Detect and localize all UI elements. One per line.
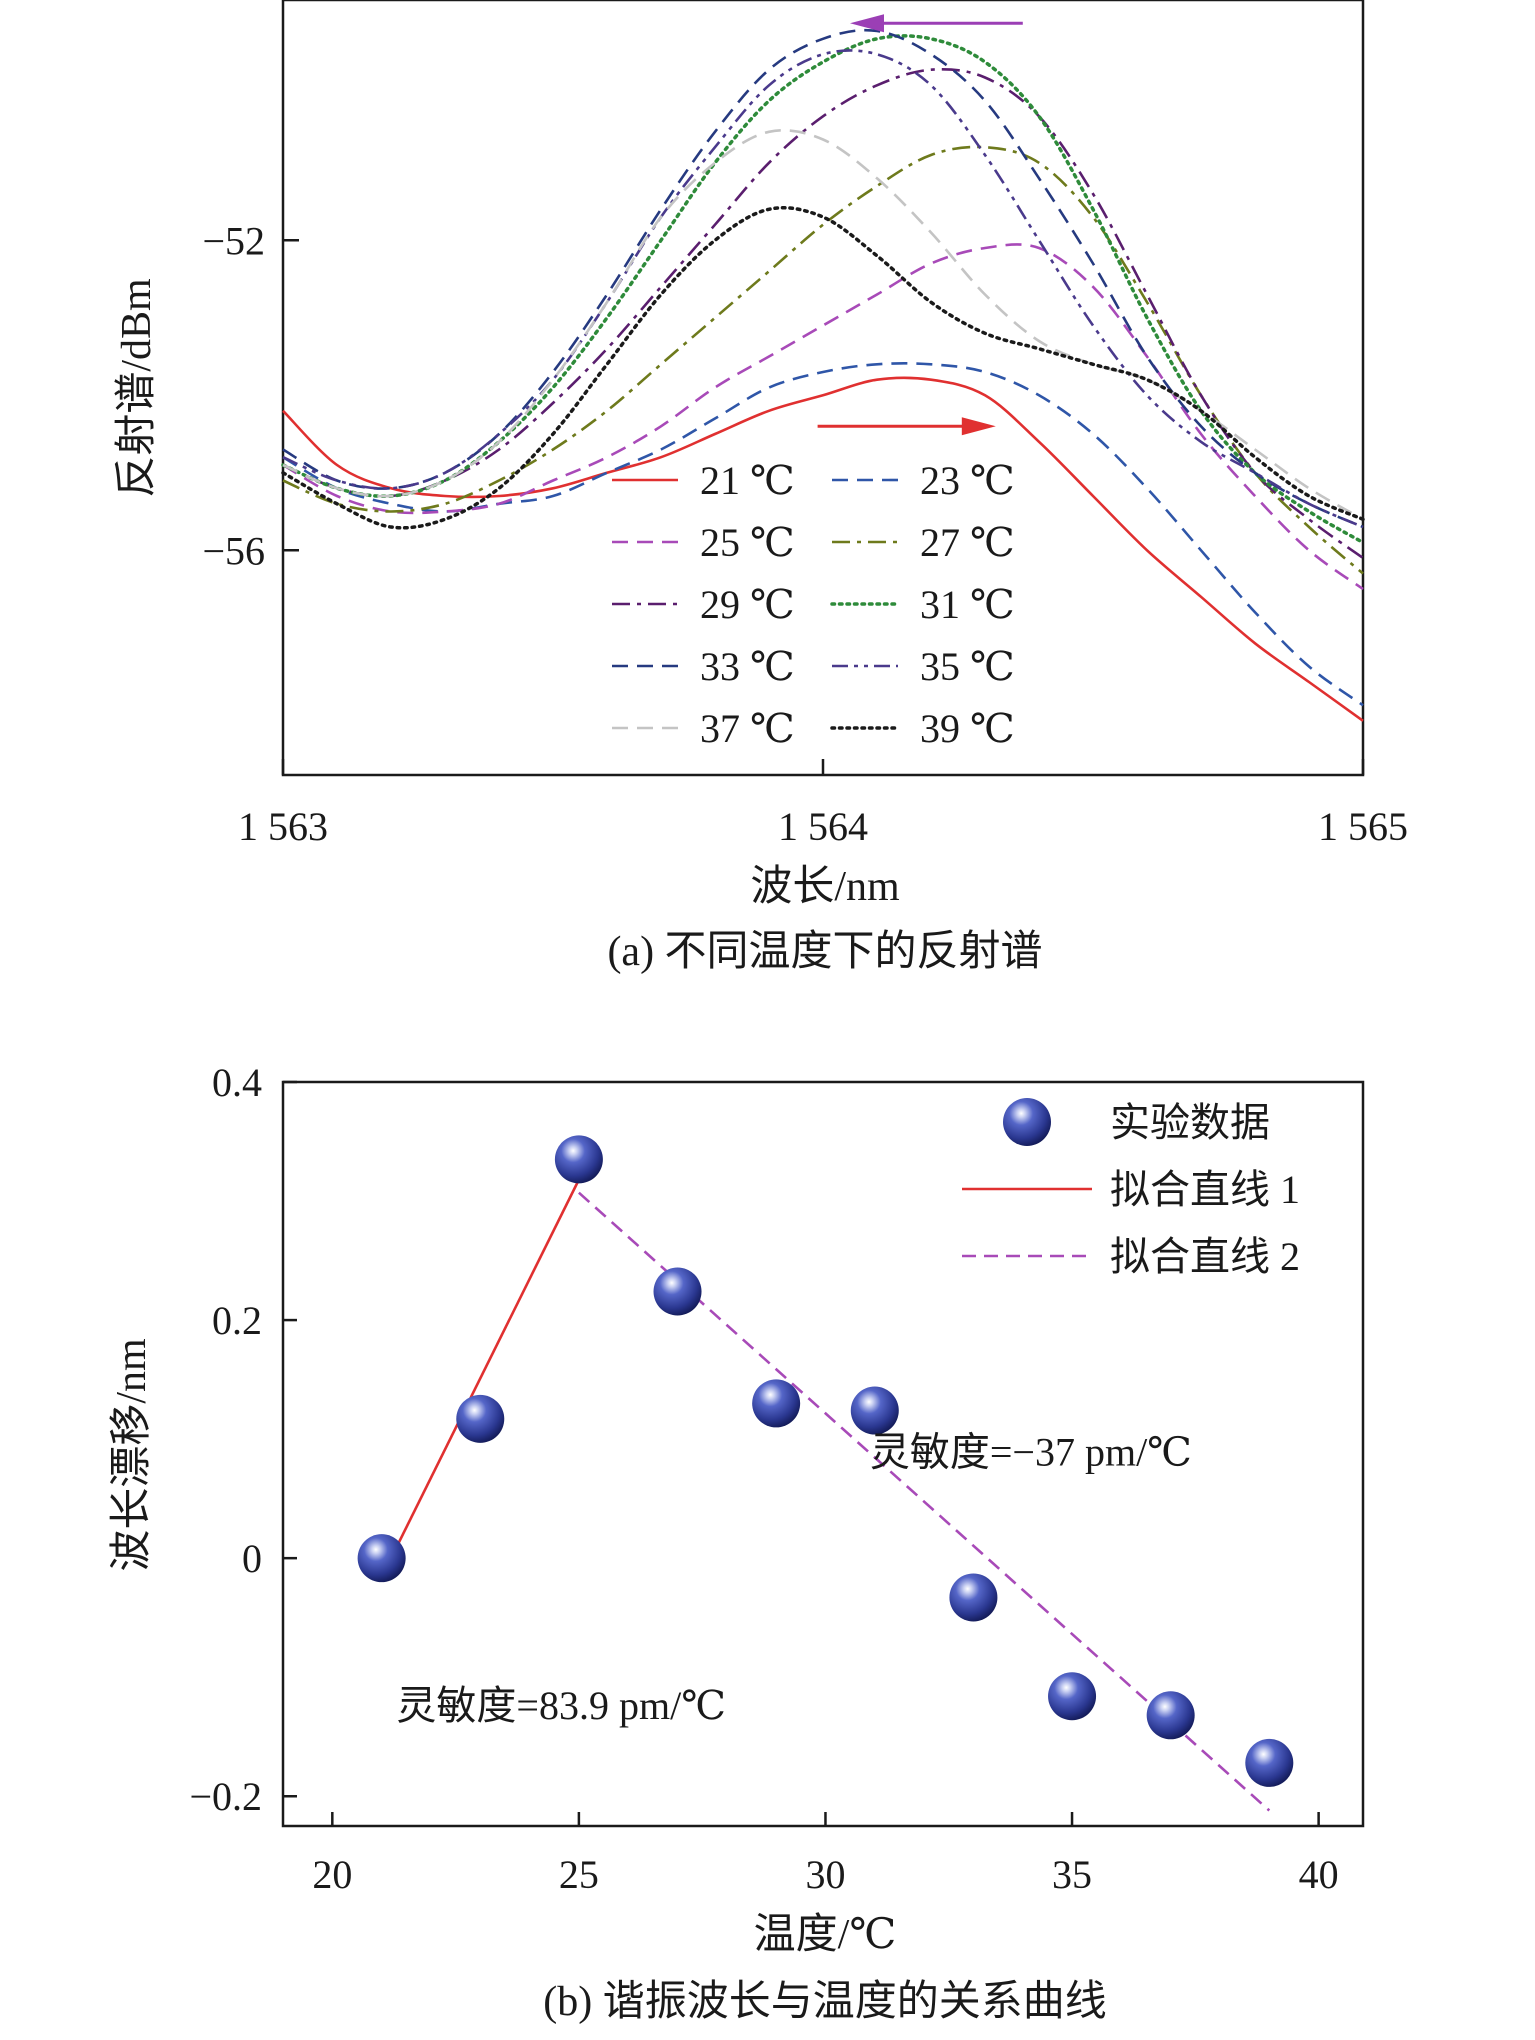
data-point-5 xyxy=(752,1379,801,1428)
legend-label-10: 39 ℃ xyxy=(920,706,1015,751)
legend-label-6: 31 ℃ xyxy=(920,582,1015,627)
caption-b: (b) 谐振波长与温度的关系曲线 xyxy=(543,1979,1106,2025)
legend-label-3: 25 ℃ xyxy=(700,520,795,565)
sensitivity-annotation-1: 灵敏度=−37 pm/℃ xyxy=(870,1429,1192,1474)
series-line-7 xyxy=(282,28,1364,529)
series-line-8 xyxy=(282,49,1364,529)
legend-label-fit-2: 拟合直线 2 xyxy=(1110,1234,1300,1279)
legend-label-9: 37 ℃ xyxy=(700,706,795,751)
x-tick-label: 1 563 xyxy=(238,804,328,849)
legend-label-8: 35 ℃ xyxy=(920,644,1015,689)
x-tick-label: 35 xyxy=(1052,1852,1092,1897)
data-point-10 xyxy=(1245,1738,1294,1787)
wavelength-temperature-chart: 20 25 30 35 40 0.4 0.2 0 −0.2 灵敏度=−37 pm/℃ 灵敏度=83… xyxy=(109,1060,1365,2025)
legend-label-2: 23 ℃ xyxy=(920,458,1015,503)
axis-ticks: 20 25 30 35 40 0.4 0.2 0 −0.2 xyxy=(189,1060,1338,1897)
y-tick-label: 0 xyxy=(242,1536,262,1581)
y-axis-label: 波长漂移/nm xyxy=(109,1338,155,1572)
annotations: 灵敏度=−37 pm/℃ 灵敏度=83.9 pm/℃ xyxy=(396,1429,1192,1728)
data-point-9 xyxy=(1146,1691,1195,1740)
data-point-2 xyxy=(456,1394,505,1443)
legend-label-7: 33 ℃ xyxy=(700,644,795,689)
data-point-6 xyxy=(850,1386,899,1435)
x-tick-label: 25 xyxy=(559,1852,599,1897)
x-axis-label: 波长/nm xyxy=(750,864,900,910)
legend: 21 ℃ 23 ℃ 25 ℃ 27 ℃ 29 ℃ 31 ℃ 33 ℃ 35 ℃ 37 ℃ 39 ℃ xyxy=(612,458,1015,751)
y-tick-label: 0.4 xyxy=(212,1060,262,1105)
y-tick-label: −52 xyxy=(202,218,265,263)
series-line-6 xyxy=(281,34,1365,545)
data-point-7 xyxy=(949,1573,998,1622)
legend-marker-points xyxy=(1003,1098,1051,1146)
series-line-3 xyxy=(282,243,1364,591)
plot-frame xyxy=(281,1080,1365,1828)
shift-arrow-1-head xyxy=(850,14,884,33)
x-tick-label: 20 xyxy=(312,1852,352,1897)
legend-label-points: 实验数据 xyxy=(1110,1100,1270,1145)
y-tick-label: 0.2 xyxy=(212,1298,262,1343)
x-tick-label: 40 xyxy=(1299,1852,1339,1897)
legend-label-4: 27 ℃ xyxy=(920,520,1015,565)
caption-a: (a) 不同温度下的反射谱 xyxy=(607,929,1042,975)
y-tick-label: −56 xyxy=(202,528,265,573)
x-axis-label: 温度/℃ xyxy=(754,1912,897,1958)
x-tick-label: 30 xyxy=(805,1852,845,1897)
y-tick-label: −0.2 xyxy=(189,1774,262,1819)
legend-label-1: 21 ℃ xyxy=(700,458,795,503)
data-point-1 xyxy=(357,1534,406,1583)
series-line-10 xyxy=(281,206,1365,530)
data-point-4 xyxy=(653,1267,702,1316)
legend-label-5: 29 ℃ xyxy=(700,582,795,627)
x-tick-label: 1 565 xyxy=(1318,804,1408,849)
axis-ticks: 1 563 1 564 1 565 −52 −56 xyxy=(202,218,1408,849)
data-points xyxy=(357,1135,1294,1787)
data-point-8 xyxy=(1048,1672,1097,1721)
shift-arrows xyxy=(817,14,1023,436)
reflection-spectrum-chart: 1 563 1 564 1 565 −52 −56 21 ℃ 23 ℃ 25 ℃ 27 ℃ 29… xyxy=(114,0,1408,975)
series-line-9 xyxy=(282,128,1364,521)
y-axis-label: 反射谱/dBm xyxy=(114,278,160,498)
sensitivity-annotation-2: 灵敏度=83.9 pm/℃ xyxy=(396,1683,726,1728)
shift-arrow-2-head xyxy=(961,417,996,436)
fit-line-1 xyxy=(380,1179,581,1578)
spectrum-series xyxy=(281,28,1365,722)
data-point-3 xyxy=(554,1135,603,1184)
x-tick-label: 1 564 xyxy=(778,804,868,849)
series-line-2 xyxy=(282,362,1364,707)
series-line-4 xyxy=(282,145,1364,575)
legend-label-fit-1: 拟合直线 1 xyxy=(1110,1167,1300,1212)
series-line-5 xyxy=(282,68,1364,560)
